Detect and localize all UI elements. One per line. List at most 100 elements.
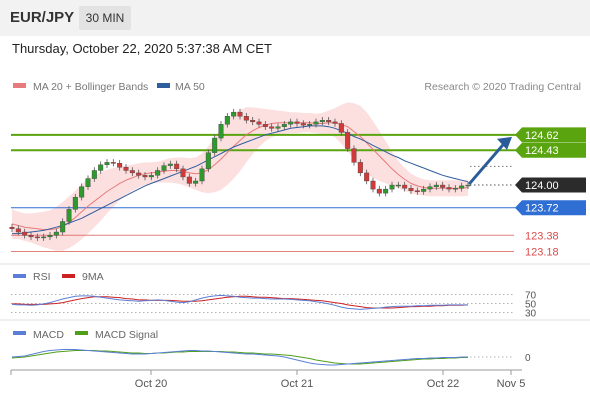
x-tick-label-1: Oct 21 xyxy=(281,378,313,390)
x-axis: Oct 20 Oct 21 Oct 22 Nov 5 xyxy=(10,370,526,390)
ma20-line xyxy=(11,122,469,231)
candle-body-69 xyxy=(446,187,452,190)
bollinger-bands xyxy=(12,102,468,251)
rsi-ma-legend-swatch xyxy=(62,274,75,278)
level-label-4: 123.18 xyxy=(525,246,559,258)
candle-body-44 xyxy=(288,121,294,125)
candle-body-15 xyxy=(104,162,110,165)
moving-averages xyxy=(11,122,469,235)
candle-body-59 xyxy=(383,188,389,194)
candle-body-68 xyxy=(440,184,446,188)
candle-body-9 xyxy=(66,209,72,222)
forecast xyxy=(468,136,514,186)
candle-body-72 xyxy=(465,184,471,187)
ma50-line xyxy=(12,125,469,235)
candle-body-33 xyxy=(218,124,224,139)
macd-signal-legend-swatch xyxy=(75,331,88,335)
candle-body-38 xyxy=(250,120,256,123)
candle-body-67 xyxy=(433,184,439,187)
candle-body-26 xyxy=(174,163,180,170)
x-tick-label-2: Oct 22 xyxy=(427,378,459,390)
candle-body-43 xyxy=(281,124,287,127)
candle-body-21 xyxy=(142,175,148,178)
x-tick-label-3: Nov 5 xyxy=(497,378,526,390)
candle-body-0 xyxy=(9,226,15,229)
candle-body-20 xyxy=(136,172,142,176)
candle-body-56 xyxy=(364,172,370,182)
ma20-legend-label: MA 20 + Bollinger Bands xyxy=(33,81,148,93)
candle-body-32 xyxy=(212,137,218,153)
candle-body-17 xyxy=(117,162,123,168)
candle-body-48 xyxy=(313,121,319,125)
candle-body-41 xyxy=(269,126,275,129)
candle-body-11 xyxy=(79,186,85,198)
rsi-ma-legend-label: 9MA xyxy=(82,271,104,283)
candle-body-8 xyxy=(60,221,66,233)
rsi-legend-swatch xyxy=(13,274,26,278)
candle-body-1 xyxy=(15,228,21,233)
candle-body-65 xyxy=(421,188,427,192)
candle-body-45 xyxy=(294,121,300,124)
ma20-legend-swatch xyxy=(13,83,26,88)
rsi-legend-label: RSI xyxy=(33,271,51,283)
candle-body-12 xyxy=(85,178,91,187)
candle-body-24 xyxy=(161,165,167,171)
macd-legend-swatch xyxy=(13,331,26,335)
candle-body-7 xyxy=(53,231,59,236)
candle-body-16 xyxy=(110,162,116,164)
candle-body-55 xyxy=(357,162,363,174)
candle-body-42 xyxy=(275,126,281,129)
candle-body-62 xyxy=(402,184,408,189)
current-price-tag-box xyxy=(515,177,586,193)
candle-body-61 xyxy=(395,184,401,187)
timestamp: Thursday, October 22, 2020 5:37:38 AM CE… xyxy=(12,41,272,56)
candle-body-10 xyxy=(72,196,78,210)
level-tag-0-label: 124.62 xyxy=(525,130,559,142)
macd-line xyxy=(11,349,468,366)
level-label-3: 123.38 xyxy=(525,230,559,242)
candle-body-71 xyxy=(459,185,465,189)
candle-body-25 xyxy=(167,163,173,166)
ma50-legend-swatch xyxy=(157,83,170,88)
forecast-arrow-shaft xyxy=(468,143,505,185)
candle-body-5 xyxy=(41,236,47,239)
instrument-title: EUR/JPY xyxy=(10,9,75,26)
candle-body-50 xyxy=(326,120,332,123)
candle-body-47 xyxy=(307,124,313,126)
candle-body-2 xyxy=(22,231,28,236)
level-lines xyxy=(11,133,516,252)
candlesticks xyxy=(9,108,471,241)
level-tag-1-box xyxy=(515,142,586,158)
macd-zero-label: 0 xyxy=(525,353,531,364)
candle-body-51 xyxy=(332,121,338,124)
candle-body-49 xyxy=(319,120,325,123)
candle-body-13 xyxy=(91,170,97,179)
candle-body-28 xyxy=(186,176,192,184)
macd-panel: 0 xyxy=(11,349,531,366)
candle-body-37 xyxy=(243,115,249,121)
rsi-level-label-1: 50 xyxy=(525,300,537,311)
candle-body-14 xyxy=(98,164,104,171)
candle-body-52 xyxy=(338,123,344,133)
candle-body-40 xyxy=(262,124,268,127)
candle-body-19 xyxy=(129,170,135,174)
credit-label: Research © 2020 Trading Central xyxy=(424,81,581,93)
level-tag-2-box xyxy=(515,200,586,216)
candle-body-4 xyxy=(34,236,40,239)
level-tag-0-box xyxy=(515,127,586,143)
candle-body-64 xyxy=(414,190,420,192)
candle-body-22 xyxy=(148,175,154,178)
candle-body-27 xyxy=(180,168,186,178)
current-price-tag-label: 124.00 xyxy=(525,180,559,192)
top-bar: EUR/JPY 30 MIN xyxy=(0,0,590,36)
x-tick-label-0: Oct 20 xyxy=(135,378,167,390)
price-tags: 124.62 124.43 123.72 123.38 123.18 124.00 xyxy=(515,127,586,258)
level-tag-1-label: 124.43 xyxy=(525,145,559,157)
candle-body-6 xyxy=(47,235,53,238)
candle-body-53 xyxy=(345,132,351,149)
timeframe-badge[interactable]: 30 MIN xyxy=(79,6,131,30)
candle-body-58 xyxy=(376,188,382,194)
candle-body-3 xyxy=(28,235,34,238)
candle-body-57 xyxy=(370,180,376,190)
